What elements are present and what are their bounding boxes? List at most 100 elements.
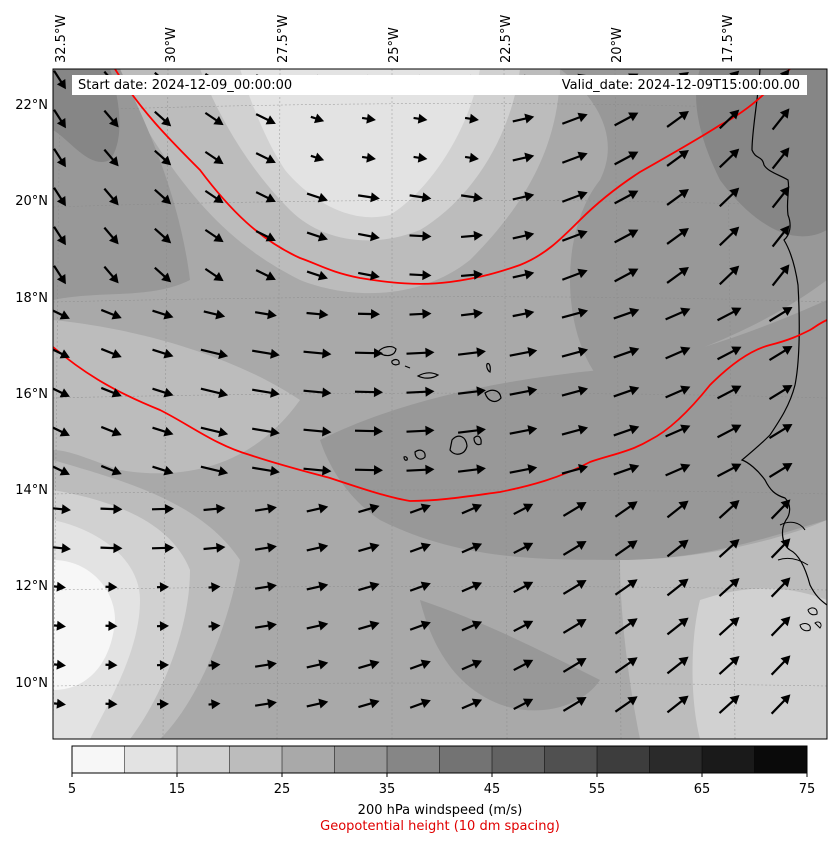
wind-arrow [409, 542, 431, 553]
lon-label-17-5w: 17.5°W [721, 14, 736, 63]
wind-arrow [561, 268, 588, 281]
wind-arrow [208, 621, 221, 632]
wind-arrow [561, 346, 589, 358]
colorbar-swatch [334, 746, 388, 773]
wind-arrow [464, 113, 479, 124]
wind-arrow [717, 463, 742, 478]
wind-arrow [154, 188, 172, 205]
wind-arrow [460, 230, 483, 241]
wind-arrow [254, 309, 277, 320]
wind-arrow [562, 697, 587, 712]
wind-arrow [666, 189, 689, 206]
west-africa-islands [799, 607, 822, 632]
wind-arrow [509, 464, 538, 474]
wind-arrow [512, 152, 535, 163]
wind-arrow [53, 543, 71, 554]
wind-arrow [512, 230, 535, 241]
colorbar-swatch [439, 746, 493, 773]
wind-arrow [255, 269, 276, 281]
wind-arrow [255, 152, 276, 164]
wind-arrow [409, 659, 431, 670]
colorbar-tick-5: 5 [67, 782, 77, 797]
wind-arrow [460, 308, 483, 319]
wind-arrow [53, 70, 66, 90]
colorbar-tick-35: 35 [378, 782, 396, 797]
windspeed-whitest-zone-southwest [53, 560, 115, 690]
wind-arrow [513, 659, 534, 672]
wind-arrow [306, 698, 329, 709]
lon-label-30w: 30°W [164, 27, 179, 63]
wind-arrow [254, 581, 277, 592]
windspeed-darker-zone-northeast [696, 69, 827, 237]
wind-arrow [666, 617, 689, 636]
wind-arrow [310, 113, 325, 124]
wind-arrow [105, 581, 118, 592]
wind-arrow [53, 109, 66, 129]
colorbar-tick-45: 45 [483, 782, 501, 797]
colorbar-tick-65: 65 [693, 782, 711, 797]
wind-arrow [409, 581, 431, 592]
wind-arrow [509, 386, 538, 396]
wind-arrow [306, 620, 329, 631]
wind-arrow [105, 698, 118, 709]
wind-arrow [718, 226, 740, 247]
wind-arrow [358, 503, 380, 514]
wind-arrow [306, 542, 329, 553]
wind-arrow [562, 541, 587, 556]
wind-arrow [460, 269, 483, 280]
lon-label-32-5w: 32.5°W [54, 14, 69, 63]
wind-arrow [561, 229, 588, 242]
wind-arrow [718, 499, 740, 519]
wind-arrow [152, 348, 174, 359]
wind-arrow [718, 577, 740, 597]
wind-arrow [361, 113, 376, 124]
wind-arrow [718, 109, 740, 130]
wind-arrow [100, 543, 123, 554]
wind-arrow [614, 540, 638, 557]
colorbar-swatch [229, 746, 283, 773]
africa-coastline [740, 69, 827, 606]
wind-arrow [768, 462, 793, 478]
wind-arrow [204, 150, 224, 165]
wind-arrow [357, 231, 380, 242]
wind-arrow [665, 463, 691, 477]
wind-arrow [461, 581, 483, 593]
wind-arrow [406, 464, 435, 475]
map-frame [52, 68, 828, 740]
lat-label-10n: 10°N [15, 676, 48, 691]
colorbar-swatch [754, 746, 808, 773]
wind-arrow [200, 348, 229, 360]
wind-arrow [771, 147, 790, 170]
windspeed-colorbar [71, 745, 808, 777]
wind-arrow [358, 581, 380, 592]
wind-arrow [562, 580, 587, 595]
wind-arrow [770, 577, 791, 598]
wind-arrow [152, 309, 174, 320]
date-info-box: Start date: 2024-12-09_00:00:00 Valid_da… [72, 75, 807, 95]
island-sao-vicente [391, 358, 400, 366]
wind-arrow [53, 659, 66, 670]
wind-arrow [561, 385, 589, 397]
wind-arrow [200, 465, 229, 477]
wind-arrow [409, 698, 431, 709]
colorbar-swatch [387, 746, 440, 773]
wind-arrow [718, 265, 740, 286]
windspeed-dark-band-center [320, 300, 827, 560]
island-fogo [414, 449, 426, 460]
wind-arrow [204, 189, 224, 204]
wind-arrow [208, 660, 221, 671]
colorbar-swatch [282, 746, 335, 773]
wind-arrow [357, 192, 380, 203]
wind-arrow [666, 267, 689, 284]
wind-arrow [358, 698, 380, 709]
wind-arrow [561, 112, 588, 125]
wind-arrow [306, 309, 329, 320]
wind-arrow [358, 542, 380, 553]
wind-arrow [461, 659, 483, 671]
wind-arrow [255, 191, 276, 203]
wind-arrow [409, 503, 431, 514]
island-santa-luzia [404, 365, 411, 369]
wind-arrow [354, 465, 383, 476]
wind-arrow [457, 425, 486, 436]
